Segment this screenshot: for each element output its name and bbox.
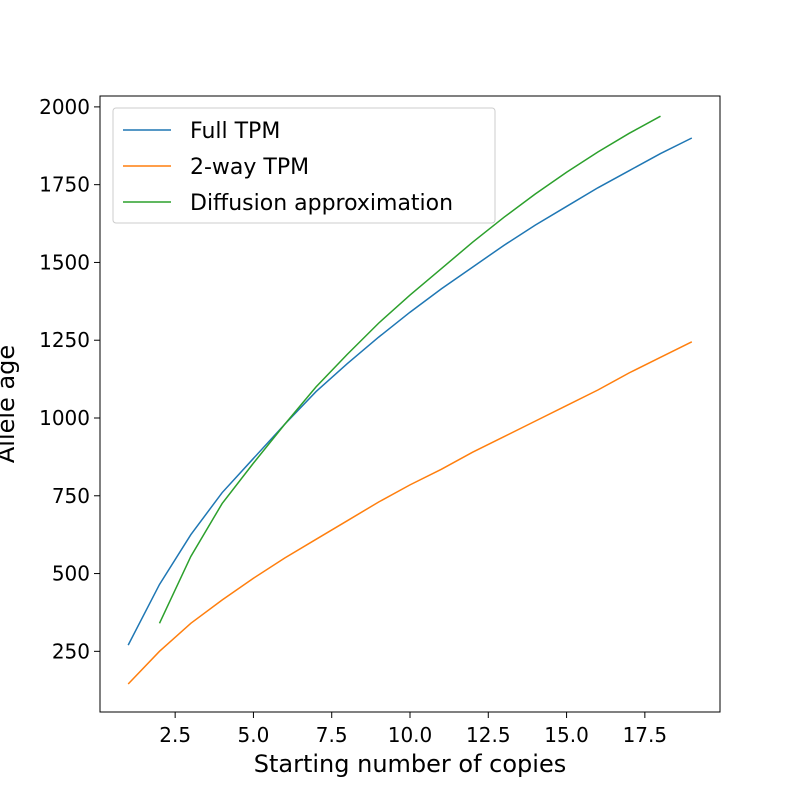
y-tick-label: 1750	[39, 173, 90, 197]
y-tick-label: 250	[52, 639, 90, 663]
legend-label: Diffusion approximation	[190, 191, 453, 216]
y-tick-label: 1250	[39, 328, 90, 352]
legend: Full TPM 2-way TPM Diffusion approximation	[112, 107, 496, 224]
legend-label: 2-way TPM	[190, 155, 309, 180]
y-axis-label: Allele age	[0, 345, 20, 463]
x-tick-label: 5.0	[238, 723, 270, 747]
x-tick-label: 7.5	[316, 723, 348, 747]
x-tick-label: 12.5	[466, 723, 511, 747]
y-tick-label: 750	[52, 484, 90, 508]
series-lines	[127, 115, 693, 685]
y-tick-label: 2000	[39, 95, 90, 119]
y-tick-label: 500	[52, 562, 90, 586]
series-line-3	[158, 115, 661, 624]
x-axis-ticks: 2.5 5.0 7.5 10.0 12.5 15.0 17.5	[159, 712, 667, 747]
series-line-1	[127, 137, 693, 646]
x-tick-label: 15.0	[544, 723, 589, 747]
y-axis-ticks: 250 500 750 1000 1250 1500 1750 2000	[39, 95, 100, 663]
legend-box	[112, 107, 496, 224]
x-tick-label: 17.5	[623, 723, 668, 747]
x-tick-label: 2.5	[159, 723, 191, 747]
legend-label: Full TPM	[190, 119, 280, 144]
y-tick-label: 1000	[39, 406, 90, 430]
series-line-2	[127, 341, 693, 685]
x-tick-label: 10.0	[388, 723, 433, 747]
y-tick-label: 1500	[39, 250, 90, 274]
x-axis-label: Starting number of copies	[254, 750, 566, 778]
